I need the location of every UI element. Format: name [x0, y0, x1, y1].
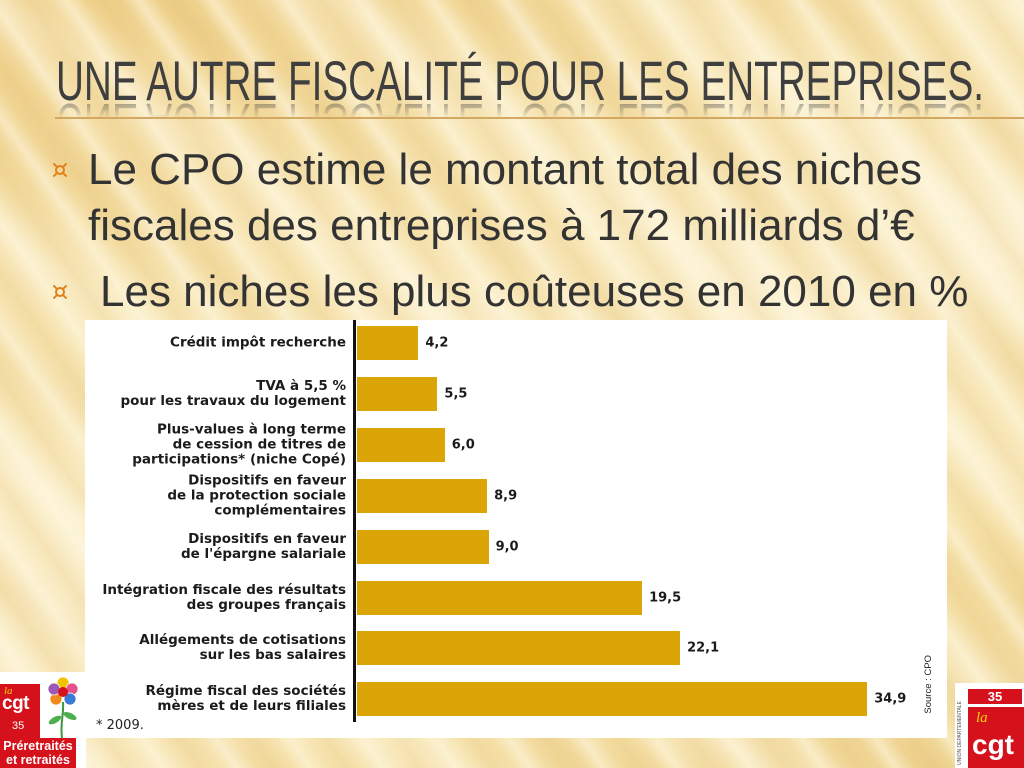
logo-caption-line: Préretraités: [3, 739, 73, 753]
logo-number: 35: [968, 689, 1022, 704]
category-label: Dispositifs en faveur de l'épargne salar…: [180, 530, 346, 562]
bullet-text: Le CPO estime le montant total des niche…: [88, 145, 922, 250]
cgt-retirees-logo: la cgt 35 Préretraités et retraités: [0, 672, 86, 768]
category-label: TVA à 5,5 % pour les travaux du logement: [120, 377, 346, 409]
value-label: 34,9: [874, 691, 907, 707]
value-label: 8,9: [494, 488, 518, 504]
logo-number: 35: [12, 720, 25, 732]
bullet-text: Les niches les plus coûteuses en 2010 en…: [100, 267, 969, 316]
logo-small-text: la: [976, 710, 988, 726]
category-label: Plus-values à long terme de cession de t…: [132, 421, 346, 468]
title-block: UNE AUTRE FISCALITÉ POUR LES ENTREPRISES…: [56, 49, 984, 120]
value-label: 9,0: [495, 539, 519, 555]
logo-side-text: UNION DÉPARTEMENTALE: [957, 701, 963, 765]
bullet-item: Le CPO estime le montant total des niche…: [52, 142, 1013, 254]
bullet-list: Le CPO estime le montant total des niche…: [52, 142, 1013, 320]
chart-bar: [357, 376, 438, 411]
logo-caption: Préretraités et retraités: [0, 738, 76, 768]
currency-sign-bullet-icon: [52, 162, 68, 178]
currency-sign-bullet-icon: [52, 284, 68, 300]
value-label: 19,5: [649, 590, 682, 605]
chart-bar: [357, 580, 643, 615]
chart-bar: [357, 631, 681, 666]
chart-bar: [357, 529, 489, 564]
category-label: Dispositifs en faveur de la protection s…: [167, 472, 346, 519]
chart-bar: [357, 682, 868, 717]
logo-brand: cgt: [972, 729, 1014, 760]
chart-source: Source : CPO: [923, 655, 934, 714]
chart-footnote: * 2009.: [96, 718, 144, 733]
value-label: 4,2: [425, 335, 449, 351]
bullet-item: Les niches les plus coûteuses en 2010 en…: [52, 264, 1013, 320]
category-label: Intégration fiscale des résultats des gr…: [102, 581, 346, 613]
value-label: 6,0: [451, 437, 475, 453]
title-divider: [55, 117, 1024, 119]
bar-chart: * 2009. Source : CPO Crédit impôt recher…: [85, 320, 947, 738]
chart-bar: [357, 326, 419, 360]
cgt-logo-box: la cgt: [968, 707, 1024, 768]
flower-emblem-icon: [47, 676, 79, 738]
chart-axis-line: [353, 320, 356, 722]
logo-caption-line: et retraités: [6, 753, 70, 767]
chart-bar: [357, 427, 445, 462]
category-label: Crédit impôt recherche: [170, 334, 346, 351]
logo-small-text: la: [4, 685, 13, 697]
slide-title: UNE AUTRE FISCALITÉ POUR LES ENTREPRISES…: [56, 49, 984, 112]
category-label: Régime fiscal des sociétés mères et de l…: [145, 683, 346, 715]
value-label: 22,1: [687, 640, 720, 656]
value-label: 5,5: [444, 386, 468, 402]
cgt-logo-box: la cgt 35: [0, 684, 40, 738]
cgt-union-logo: UNION DÉPARTEMENTALE 35 la cgt: [955, 683, 1024, 768]
chart-bar: [357, 478, 488, 513]
category-label: Allégements de cotisations sur les bas s…: [139, 632, 346, 664]
logo-brand: cgt: [2, 693, 30, 714]
slide-title-reflection: UNE AUTRE FISCALITÉ POUR LES ENTREPRISES…: [56, 92, 984, 120]
